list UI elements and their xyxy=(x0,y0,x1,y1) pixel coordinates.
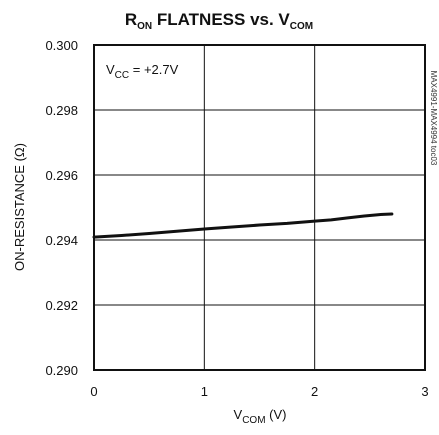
xlabel-rest: (V) xyxy=(266,407,287,422)
y-tick-label-3: 0.296 xyxy=(45,168,78,183)
xlabel-main: V xyxy=(234,407,243,422)
chart-title: RON FLATNESS vs. VCOM xyxy=(125,10,313,32)
title-main: R xyxy=(125,10,137,29)
y-tick-label-0: 0.290 xyxy=(45,363,78,378)
y-tick-label-5: 0.300 xyxy=(45,38,78,53)
x-tick-label-0: 0 xyxy=(90,384,97,399)
title-sub-com: COM xyxy=(290,21,313,32)
series-layer xyxy=(92,212,394,239)
x-axis-label: VCOM (V) xyxy=(234,407,287,426)
x-tick-label-2: 2 xyxy=(311,384,318,399)
y-tick-labels: 0.290 0.292 0.294 0.296 0.298 0.300 xyxy=(45,38,78,378)
annotation-main: V xyxy=(106,62,115,77)
title-rest: FLATNESS vs. V xyxy=(152,10,290,29)
y-axis-label: ON-RESISTANCE (Ω) xyxy=(12,143,27,271)
annotation-rest: = +2.7V xyxy=(129,62,178,77)
side-code: MAX4991-MAX4994 toc03 xyxy=(429,71,438,166)
grid-lines xyxy=(94,45,425,370)
annotation-sub: CC xyxy=(115,70,129,81)
plot-frame xyxy=(93,44,426,371)
x-tick-label-1: 1 xyxy=(201,384,208,399)
y-tick-label-4: 0.298 xyxy=(45,103,78,118)
x-tick-labels: 0 1 2 3 xyxy=(90,384,428,399)
vcc-annotation: VCC = +2.7V xyxy=(106,62,179,81)
y-tick-label-1: 0.292 xyxy=(45,298,78,313)
title-sub-on: ON xyxy=(137,21,152,32)
series-line-0 xyxy=(92,212,394,239)
xlabel-sub: COM xyxy=(242,415,265,426)
x-tick-label-3: 3 xyxy=(421,384,428,399)
y-tick-label-2: 0.294 xyxy=(45,233,78,248)
